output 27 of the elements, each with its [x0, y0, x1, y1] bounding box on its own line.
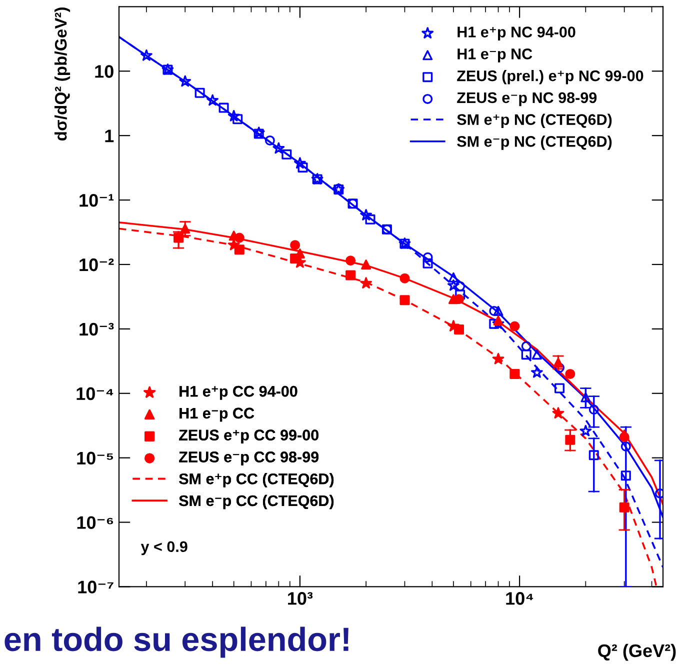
legend-label: ZEUS (prel.) e⁺p NC 99-00: [457, 70, 644, 84]
y-tick-label: 10⁻⁵: [77, 452, 114, 465]
y-tick-label: 1: [105, 130, 114, 142]
x-tick-label: 10³: [288, 592, 313, 605]
legend-label: SM e⁺p CC (CTEQ6D): [179, 473, 334, 488]
legend-label: H1 e⁺p NC 94-00: [458, 26, 576, 40]
y-tick-label: 10⁻⁷: [78, 580, 114, 594]
y-tick-label: 10: [95, 65, 114, 78]
legend-label: ZEUS e⁺p CC 99-00: [179, 430, 318, 444]
legend-label: ZEUS e⁻p CC 98-99: [179, 452, 319, 466]
y-tick-label: 10⁻⁶: [77, 516, 114, 529]
y-tick-label: 10⁻²: [80, 258, 114, 272]
x-axis-title: Q² (GeV²): [598, 644, 676, 661]
x-tick-label: 10⁴: [506, 592, 534, 605]
y-axis-title: dσ/dQ² (pb/GeV²): [54, 8, 70, 141]
annotation: y < 0.9: [140, 541, 188, 556]
y-tick-label: 10⁻³: [80, 322, 114, 336]
y-tick-label: 10⁻⁴: [76, 387, 114, 400]
legend-label: ZEUS e⁻p NC 98-99: [457, 92, 597, 106]
legend-label: SM e⁻p NC (CTEQ6D): [457, 136, 612, 150]
legend-label: SM e⁻p CC (CTEQ6D): [179, 494, 334, 510]
legend-label: H1 e⁻p CC: [180, 408, 254, 422]
text: en todo su esplendor!: [4, 626, 348, 658]
legend-label: H1 e⁻p NC: [458, 48, 532, 62]
legend-label: H1 e⁺p CC 94-00: [180, 386, 298, 400]
y-tick-label: 10⁻¹: [80, 194, 114, 207]
legend-label: SM e⁺p NC (CTEQ6D): [457, 114, 612, 128]
